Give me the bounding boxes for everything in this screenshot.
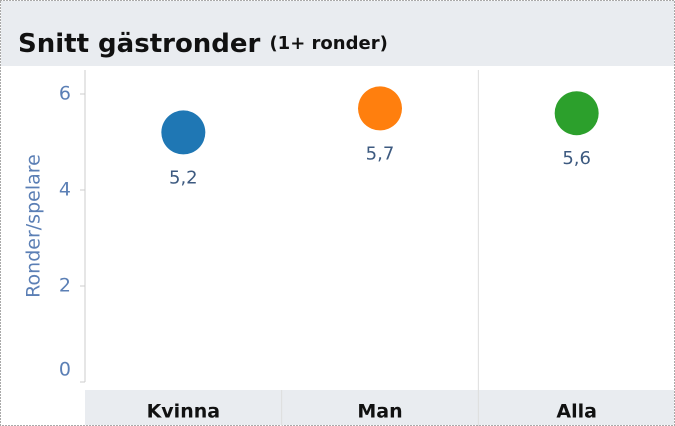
y-tick-label: 6 — [59, 83, 71, 105]
y-tick-label: 4 — [59, 179, 71, 201]
y-tick-label: 0 — [59, 359, 71, 381]
y-axis-label: Ronder/spelare — [23, 154, 45, 298]
value-label: 5,2 — [169, 167, 198, 188]
x-tick-label: Kvinna — [147, 401, 221, 423]
dot — [554, 91, 599, 136]
chart-title: Snitt gästronder (1+ ronder) — [18, 29, 388, 59]
title: Snitt gästronder — [18, 29, 261, 59]
x-tick-label: Alla — [556, 401, 597, 423]
subtitle: (1+ ronder) — [269, 33, 387, 54]
dot — [358, 86, 402, 131]
y-tick-label: 2 — [59, 275, 71, 297]
header-band — [85, 390, 674, 425]
x-tick-label: Man — [357, 401, 402, 423]
value-label: 5,6 — [562, 148, 591, 169]
dot — [161, 110, 206, 155]
value-label: 5,7 — [366, 143, 395, 164]
title-bar — [1, 1, 674, 66]
